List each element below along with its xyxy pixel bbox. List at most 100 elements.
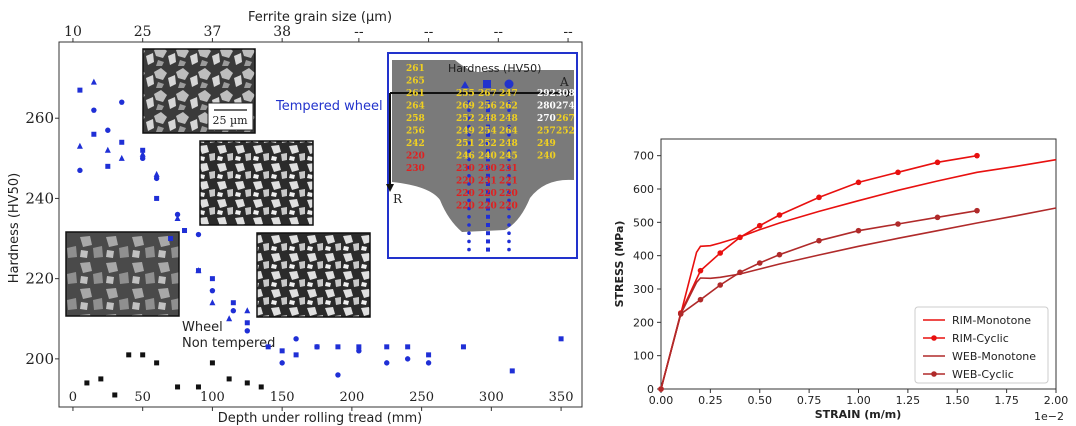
top-axis-label: Ferrite grain size (µm) <box>248 10 392 25</box>
inset-dot-1-3 <box>486 124 490 129</box>
inset-value-r1-4: 270 <box>537 114 556 124</box>
inset-dot-0-14 <box>467 215 471 219</box>
y-tick-label-2: 240 <box>25 189 54 207</box>
inset-dot-1-4 <box>486 132 490 137</box>
inset-sample-dots <box>467 100 511 252</box>
x-offset-label: 1e−2 <box>1034 410 1064 423</box>
inset-value-ci-2: 247 <box>499 89 518 99</box>
series-marker-3-1 <box>677 311 684 317</box>
point-square-2-4 <box>140 147 146 153</box>
point-triangle-1-6 <box>174 214 181 221</box>
inset-value-ci-10: 220 <box>499 189 518 199</box>
inset-dot-1-17 <box>486 239 490 244</box>
point-square-2-13 <box>279 348 285 354</box>
point-square-2-21 <box>460 344 466 350</box>
point-circle-3-0 <box>77 167 83 174</box>
point-circle-3-12 <box>293 336 299 342</box>
series-marker-3-7 <box>816 237 822 244</box>
inset-dot-0-16 <box>467 231 471 235</box>
x-tick-label-6: 300 <box>479 390 504 405</box>
inset-value-ci-6: 248 <box>499 139 518 149</box>
inset-dot-2-14 <box>507 215 511 219</box>
inset-value-tri-7: 246 <box>456 152 475 162</box>
inset-dot-2-7 <box>507 157 511 162</box>
inset-dot-0-17 <box>467 239 471 244</box>
strain-tick-label-2: 0.50 <box>748 394 773 407</box>
top-tick-label-6: -- <box>494 24 504 40</box>
strain-tick-label-7: 1.75 <box>994 394 1019 407</box>
inset-dot-2-12 <box>507 198 511 203</box>
inset-value-tri-8: 230 <box>456 164 475 174</box>
hardness-y-axis-label: Hardness (HV50) <box>7 173 22 283</box>
x-tick-label-2: 100 <box>200 390 225 405</box>
x-tick-label-1: 50 <box>134 390 151 405</box>
point-square-2-7 <box>182 228 188 234</box>
point-circle-3-17 <box>404 356 411 362</box>
top-tick-label-0: 10 <box>64 24 82 40</box>
hardness-plot-frame <box>58 41 583 408</box>
inset-dot-0-7 <box>467 157 471 162</box>
point-square-0-5 <box>154 360 160 366</box>
inset-dot-0-9 <box>467 174 471 178</box>
series-marker-1-8 <box>855 179 862 186</box>
inset-circle-marker-icon <box>504 79 514 89</box>
inset-value-sq-9: 231 <box>478 177 497 187</box>
inset-value-ci-7: 245 <box>499 152 518 162</box>
inset-dot-1-10 <box>486 182 490 186</box>
series-marker-1-5 <box>756 222 763 229</box>
inset-dot-1-2 <box>486 116 490 121</box>
inset-value-sq-3: 256 <box>478 102 497 112</box>
inset-value-tri-11: 220 <box>456 202 475 212</box>
point-square-0-9 <box>226 376 232 382</box>
point-square-0-6 <box>175 384 181 390</box>
top-tick-label-7: -- <box>563 24 573 40</box>
series-marker-1-4 <box>737 234 743 241</box>
inset-value-sq-11: 220 <box>478 202 497 212</box>
strain-tick-label-5: 1.25 <box>896 394 921 407</box>
point-square-2-6 <box>168 236 174 242</box>
inset-value-tri-3: 269 <box>456 102 475 112</box>
stress-legend: RIM-Monotone RIM-Cyclic WEB-Monotone WEB-Cy… <box>914 306 1049 384</box>
inset-dot-2-4 <box>507 133 511 137</box>
inset-dot-2-18 <box>507 247 511 252</box>
point-triangle-1-2 <box>104 146 111 153</box>
inset-value-tri-10: 220 <box>456 189 475 199</box>
inset-dot-1-11 <box>486 190 490 195</box>
legend-label-1: RIM-Cyclic <box>952 332 1009 345</box>
inset-dot-1-16 <box>486 231 490 236</box>
stress-ticks: 0.00 0.25 0.50 0.75 1.00 1.25 1.50 1.75 2.00 0 100… <box>633 150 1068 407</box>
y-tick-label-3: 260 <box>25 109 54 127</box>
legend-label-0: RIM-Monotone <box>952 314 1031 327</box>
point-square-0-4 <box>140 352 146 358</box>
series-line-2 <box>660 207 1057 390</box>
inset-axis-a-arrow-icon <box>566 89 574 97</box>
point-circle-3-13 <box>314 344 320 350</box>
inset-value-sq-4: 248 <box>478 114 497 124</box>
point-square-2-1 <box>91 131 97 137</box>
inset-dot-1-0 <box>486 100 490 104</box>
point-triangle-1-3 <box>118 154 125 161</box>
wheel-profile-shape <box>392 60 574 232</box>
point-square-2-19 <box>405 344 411 350</box>
inset-value-sq-5: 254 <box>478 127 497 137</box>
non-tempered-label-line2: Non tempered <box>182 336 275 351</box>
point-square-2-8 <box>195 268 201 274</box>
inset-dot-2-9 <box>507 174 511 178</box>
point-square-0-1 <box>98 376 104 382</box>
point-square-0-11 <box>258 384 264 390</box>
inset-value-r2-3: 274 <box>556 102 575 112</box>
series-marker-3-2 <box>697 296 704 303</box>
inset-value-ci-3: 262 <box>499 102 518 112</box>
inset-dot-0-15 <box>467 223 471 227</box>
inset-dot-0-18 <box>467 247 471 252</box>
point-circle-3-8 <box>209 287 216 294</box>
point-square-2-14 <box>293 352 299 358</box>
inset-value-r2-2: 308 <box>556 89 575 99</box>
tempered-wheel-label: Tempered wheel <box>275 99 383 114</box>
point-triangle-1-4 <box>139 150 146 157</box>
inset-dot-0-2 <box>467 116 471 121</box>
inset-value-edge-1: 265 <box>406 77 425 87</box>
point-circle-3-1 <box>91 107 97 113</box>
inset-dot-1-15 <box>486 223 490 227</box>
top-tick-label-3: 38 <box>273 24 291 40</box>
